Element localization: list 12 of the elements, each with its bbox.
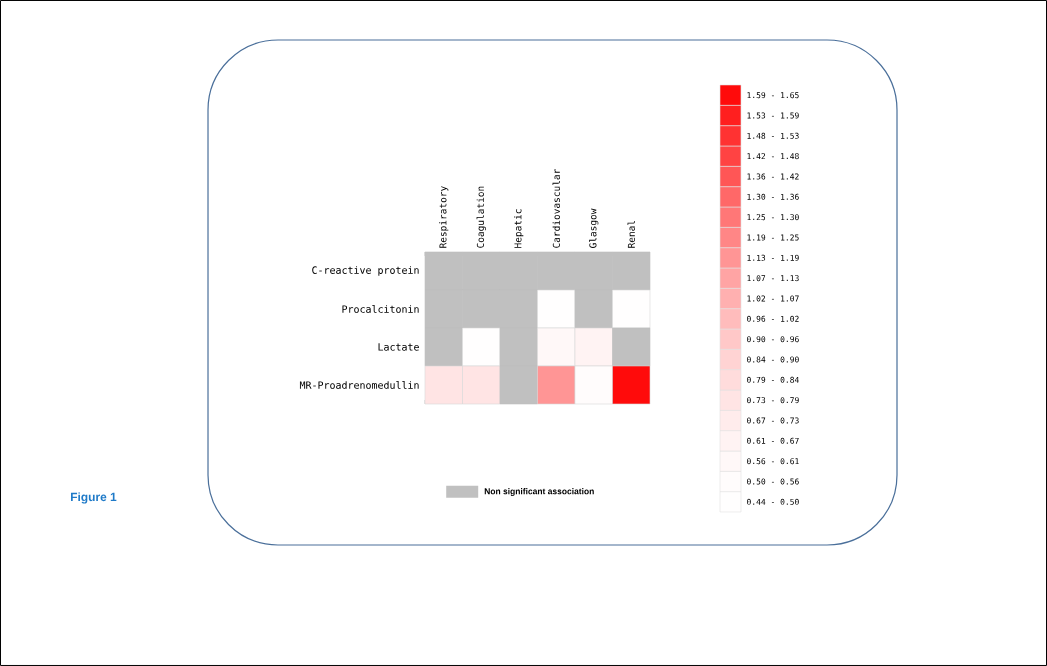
- x-tick-label: Glasgow: [589, 208, 599, 248]
- y-tick-label: C-reactive protein: [312, 266, 419, 276]
- x-tick-label: Coagulation: [476, 186, 486, 248]
- x-tick-label: Cardiovascular: [552, 169, 560, 248]
- y-tick-label: Lactate: [378, 343, 419, 351]
- text: Non significant association: [484, 488, 594, 496]
- caption: Figure 1: [71, 492, 117, 504]
- y-tick-label: Procalcitonin: [342, 305, 419, 313]
- y-tick-label: MR-Proadrenomedullin: [299, 381, 419, 389]
- x-tick-label: Respiratory: [439, 186, 449, 248]
- x-tick-label: Renal: [627, 220, 635, 248]
- x-tick-label: Hepatic: [514, 209, 524, 248]
